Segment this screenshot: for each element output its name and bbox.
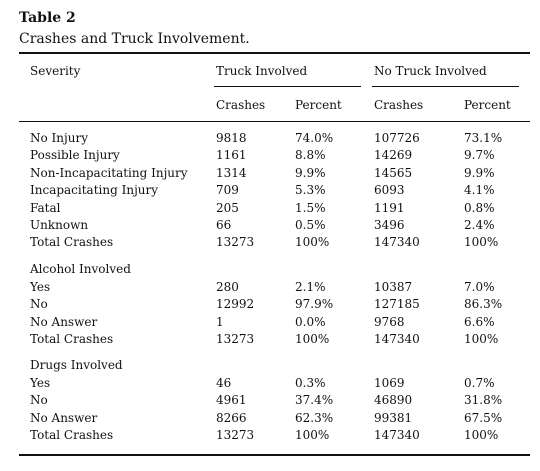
row-label: Total Crashes [30,428,114,443]
truck-percent: 0.3% [295,376,326,390]
truck-crashes: 13273 [216,428,255,443]
truck-percent: 0.5% [295,218,326,232]
no-truck-crashes: 99381 [374,410,413,425]
no-truck-percent: 0.7% [464,376,495,390]
header-no-truck-involved: No Truck Involved [374,64,487,78]
truck-percent: 9.9% [295,165,326,180]
table-label: Table 2 [19,10,76,26]
no-truck-crashes: 9768 [374,314,405,329]
no-truck-percent: 9.9% [464,165,495,180]
no-truck-crashes: 46890 [374,393,413,408]
truck-percent: 1.5% [295,200,326,215]
truck-percent: 100% [295,332,330,347]
row-label: Yes [30,280,51,294]
row-label: Non-Incapacitating Injury [30,165,188,180]
truck-percent: 74.0% [295,131,334,145]
no-truck-percent: 100% [464,428,499,443]
header-rule [19,121,530,122]
truck-crashes: 1161 [216,148,247,163]
row-label: Possible Injury [30,148,120,163]
truck-percent: 100% [295,428,330,443]
truck-percent: 0.0% [295,314,326,329]
truck-percent: 97.9% [295,297,334,312]
truck-crashes: 1314 [216,165,247,180]
truck-crashes: 46 [216,376,232,390]
truck-crashes: 1 [216,314,224,329]
no-truck-percent: 100% [464,235,499,250]
truck-percent: 2.1% [295,280,326,294]
no-truck-percent: 4.1% [464,183,495,198]
header-severity: Severity [30,64,81,78]
truck-percent: 62.3% [295,410,334,425]
table-caption: Crashes and Truck Involvement. [19,31,250,47]
subheader-no-truck-percent: Percent [464,98,511,112]
no-truck-percent: 7.0% [464,280,495,294]
no-truck-crashes: 14565 [374,165,413,180]
subheader-truck-crashes: Crashes [216,98,266,112]
row-label: Yes [30,376,51,390]
no-truck-crashes: 1191 [374,200,405,215]
no-truck-crashes: 3496 [374,218,405,232]
no-truck-percent: 2.4% [464,218,495,232]
row-label: No [30,393,48,408]
truck-crashes: 280 [216,280,239,294]
section-title: Alcohol Involved [30,262,131,276]
truck-percent: 100% [295,235,330,250]
row-label: Fatal [30,200,61,215]
truck-crashes: 709 [216,183,239,198]
no-truck-percent: 73.1% [464,131,503,145]
no-truck-crashes: 14269 [374,148,413,163]
no-truck-percent: 31.8% [464,393,503,408]
no-truck-percent: 100% [464,332,499,347]
truck-crashes: 8266 [216,410,247,425]
truck-crashes: 205 [216,200,239,215]
no-truck-percent: 6.6% [464,314,495,329]
no-truck-crashes: 1069 [374,376,405,390]
no-truck-percent: 9.7% [464,148,495,163]
row-label: Unknown [30,218,89,232]
row-label: No Answer [30,314,98,329]
row-label: Total Crashes [30,235,114,250]
no-truck-group-rule [372,86,519,87]
no-truck-crashes: 10387 [374,280,413,294]
section-title: Drugs Involved [30,358,123,372]
truck-percent: 8.8% [295,148,326,163]
truck-crashes: 13273 [216,235,255,250]
no-truck-percent: 0.8% [464,200,495,215]
top-rule [19,52,530,54]
truck-crashes: 12992 [216,297,255,312]
row-label: No Answer [30,410,98,425]
subheader-no-truck-crashes: Crashes [374,98,424,112]
truck-crashes: 9818 [216,131,247,145]
truck-percent: 5.3% [295,183,326,198]
header-truck-involved: Truck Involved [216,64,308,78]
truck-group-rule [214,86,361,87]
truck-crashes: 13273 [216,332,255,347]
truck-crashes: 4961 [216,393,247,408]
subheader-truck-percent: Percent [295,98,342,112]
no-truck-percent: 67.5% [464,410,503,425]
truck-crashes: 66 [216,218,232,232]
row-label: No [30,297,48,312]
truck-percent: 37.4% [295,393,334,408]
row-label: No Injury [30,131,88,145]
no-truck-crashes: 127185 [374,297,420,312]
no-truck-crashes: 147340 [374,235,420,250]
no-truck-crashes: 6093 [374,183,405,198]
no-truck-percent: 86.3% [464,297,503,312]
no-truck-crashes: 147340 [374,332,420,347]
no-truck-crashes: 147340 [374,428,420,443]
row-label: Incapacitating Injury [30,183,159,198]
bottom-rule [19,454,530,456]
row-label: Total Crashes [30,332,114,347]
no-truck-crashes: 107726 [374,131,420,145]
